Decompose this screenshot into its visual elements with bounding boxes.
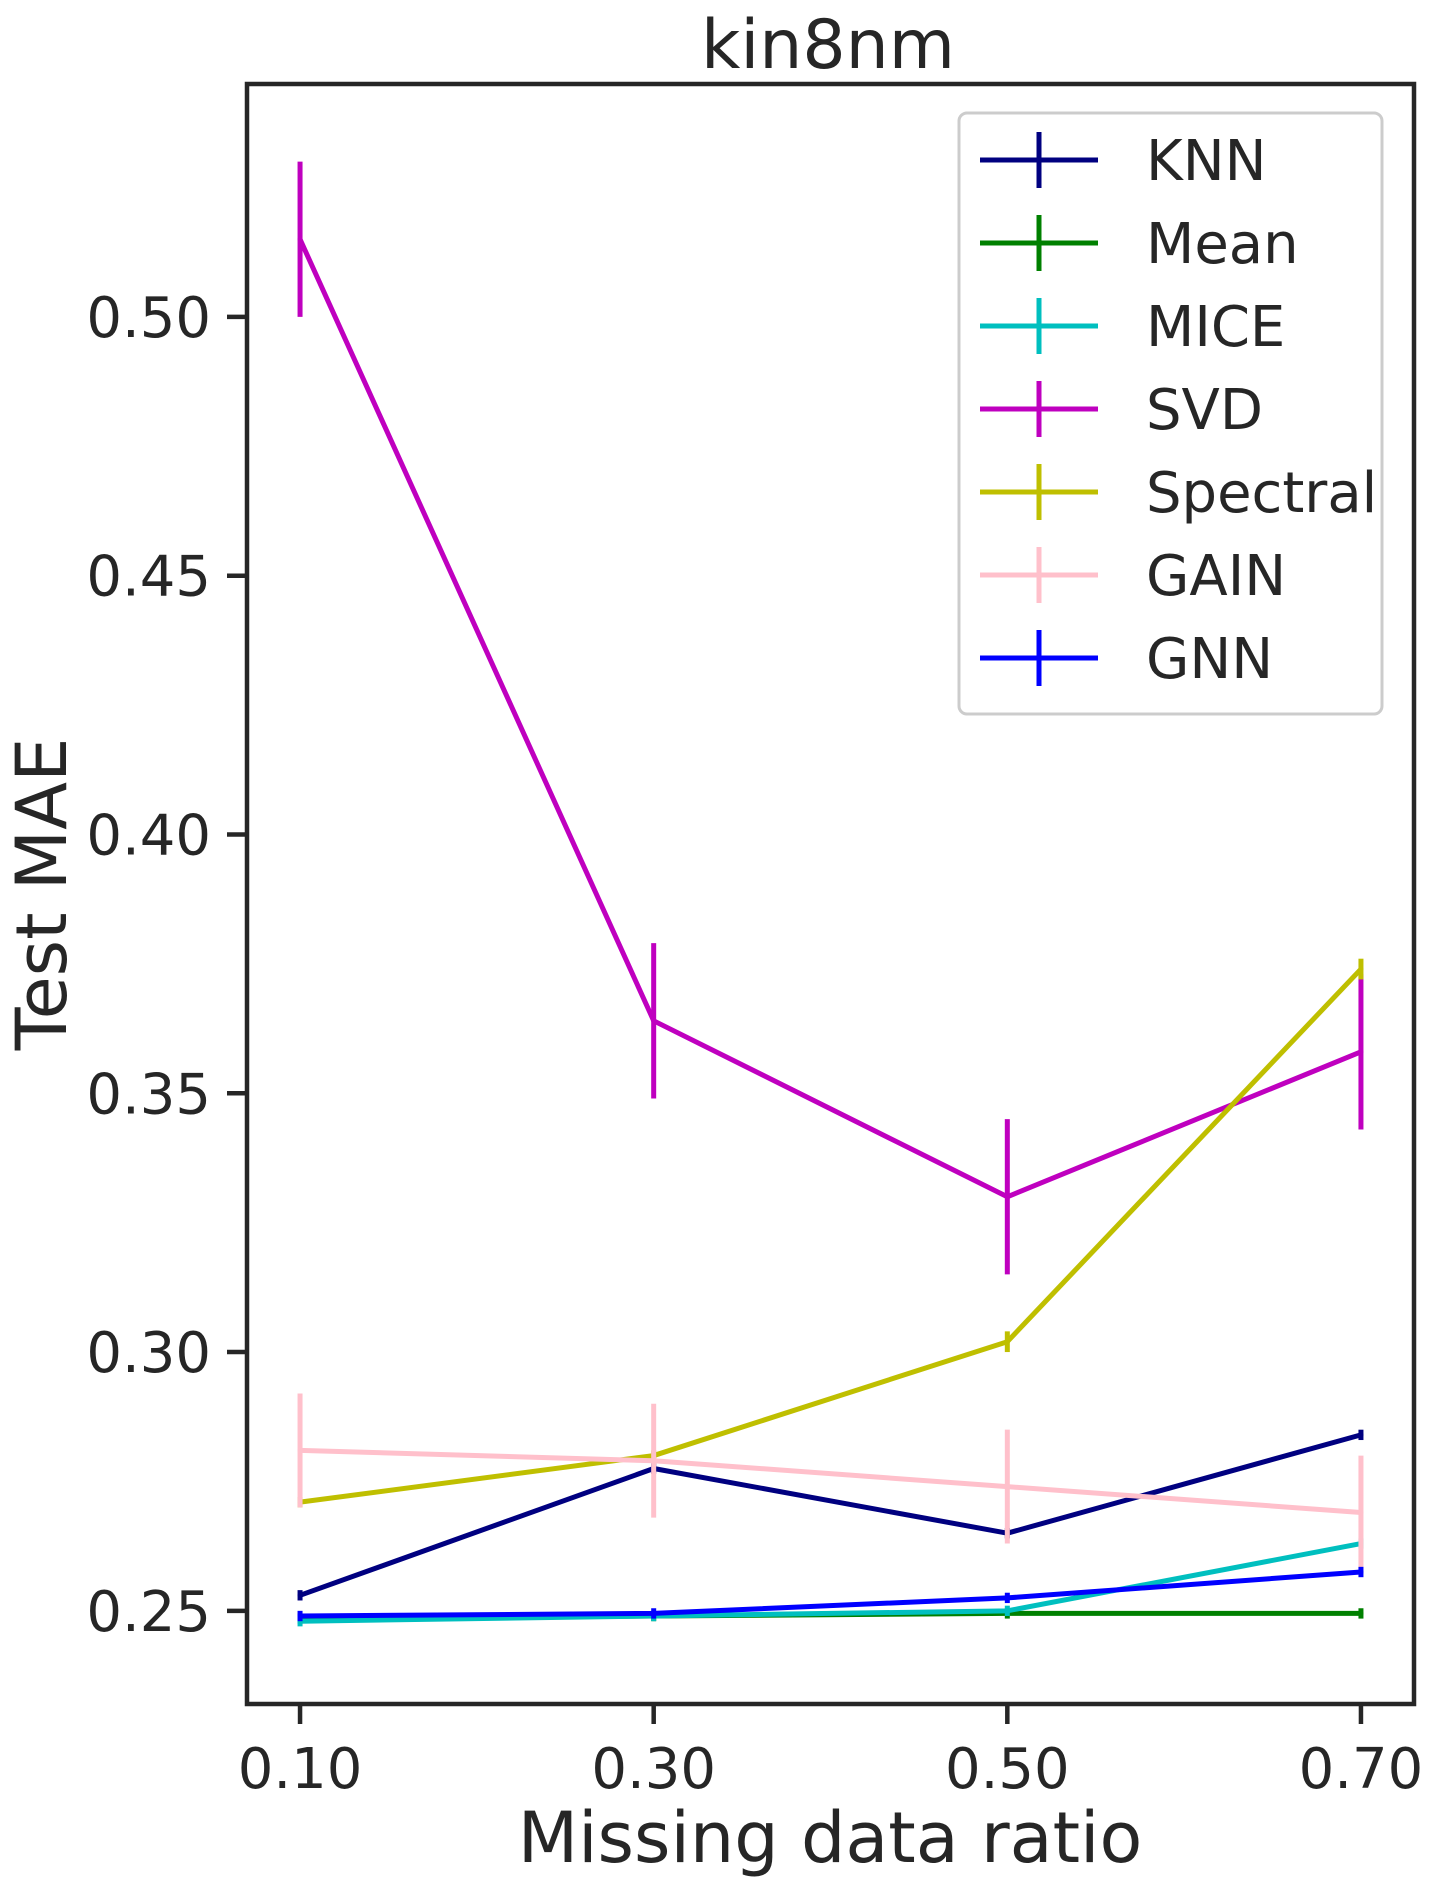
legend-frame — [957, 111, 1384, 716]
series-line — [299, 1447, 1362, 1515]
data-point — [1004, 1595, 1010, 1601]
plot-frame — [244, 81, 1417, 1707]
y-tick-label: 0.30 — [86, 1321, 211, 1386]
data-point — [1358, 1569, 1364, 1575]
series-gain — [297, 1393, 1364, 1570]
data-point — [297, 236, 303, 242]
data-point — [297, 1447, 303, 1453]
legend-entry-spectral: Spectral — [980, 461, 1377, 526]
legend-entry-mice: MICE — [980, 295, 1285, 360]
series-line — [300, 1569, 1362, 1619]
data-point — [297, 1613, 303, 1619]
legend: KNN Mean MICE SVD Spectral GAIN GNN — [957, 111, 1384, 716]
y-tick-label: 0.35 — [86, 1062, 211, 1127]
y-axis-label: Test MAE — [1, 738, 83, 1052]
data-point — [651, 1018, 657, 1024]
series-line — [297, 238, 1362, 1200]
data-point — [1004, 1194, 1010, 1200]
series-gnn — [297, 1566, 1364, 1622]
series-spectral — [297, 958, 1364, 1508]
series-line — [299, 967, 1363, 1505]
legend-entry-svd: SVD — [980, 378, 1263, 443]
data-point — [1358, 1432, 1364, 1438]
x-tick-label: 0.10 — [238, 1737, 363, 1802]
series-line — [299, 1432, 1362, 1598]
data-point — [1358, 1610, 1364, 1616]
y-tick-label: 0.40 — [86, 803, 211, 868]
axes-layer: 0.10 0.30 0.50 0.70 0.25 0.30 0.35 0.40 0.45 0.50 — [86, 286, 1423, 1802]
data-point — [1358, 1509, 1364, 1515]
legend-entry-knn: KNN — [980, 129, 1267, 194]
data-point — [1004, 1339, 1010, 1345]
x-tick-label: 0.30 — [591, 1737, 716, 1802]
series-line — [300, 1541, 1362, 1624]
legend-label: KNN — [1146, 129, 1267, 194]
series-svd — [297, 161, 1364, 1275]
legend-label: MICE — [1146, 295, 1285, 360]
legend-label: GNN — [1146, 627, 1273, 692]
chart-title: kin8nm — [701, 6, 955, 85]
x-axis-label: Missing data ratio — [518, 1797, 1143, 1879]
x-tick-label: 0.70 — [1299, 1737, 1424, 1802]
data-point — [1358, 1049, 1364, 1055]
legend-entry-gnn: GNN — [980, 627, 1273, 692]
data-point — [1004, 1608, 1010, 1614]
data-point — [651, 1458, 657, 1464]
legend-label: SVD — [1146, 378, 1263, 443]
legend-entry-mean: Mean — [980, 212, 1299, 277]
x-tick-label: 0.50 — [945, 1737, 1070, 1802]
legend-label: Spectral — [1146, 461, 1377, 526]
legend-label: Mean — [1146, 212, 1299, 277]
data-point — [1358, 966, 1364, 972]
legend-label: GAIN — [1146, 544, 1286, 609]
y-tick-label: 0.25 — [86, 1580, 211, 1645]
legend-entries: KNN Mean MICE SVD Spectral GAIN GNN — [980, 129, 1377, 692]
data-layer — [297, 161, 1364, 1627]
data-point — [651, 1610, 657, 1616]
y-tick-label: 0.45 — [86, 545, 211, 610]
y-tick-label: 0.50 — [86, 286, 211, 351]
data-point — [297, 1592, 303, 1598]
data-point — [1004, 1484, 1010, 1490]
legend-entry-gain: GAIN — [980, 544, 1286, 609]
